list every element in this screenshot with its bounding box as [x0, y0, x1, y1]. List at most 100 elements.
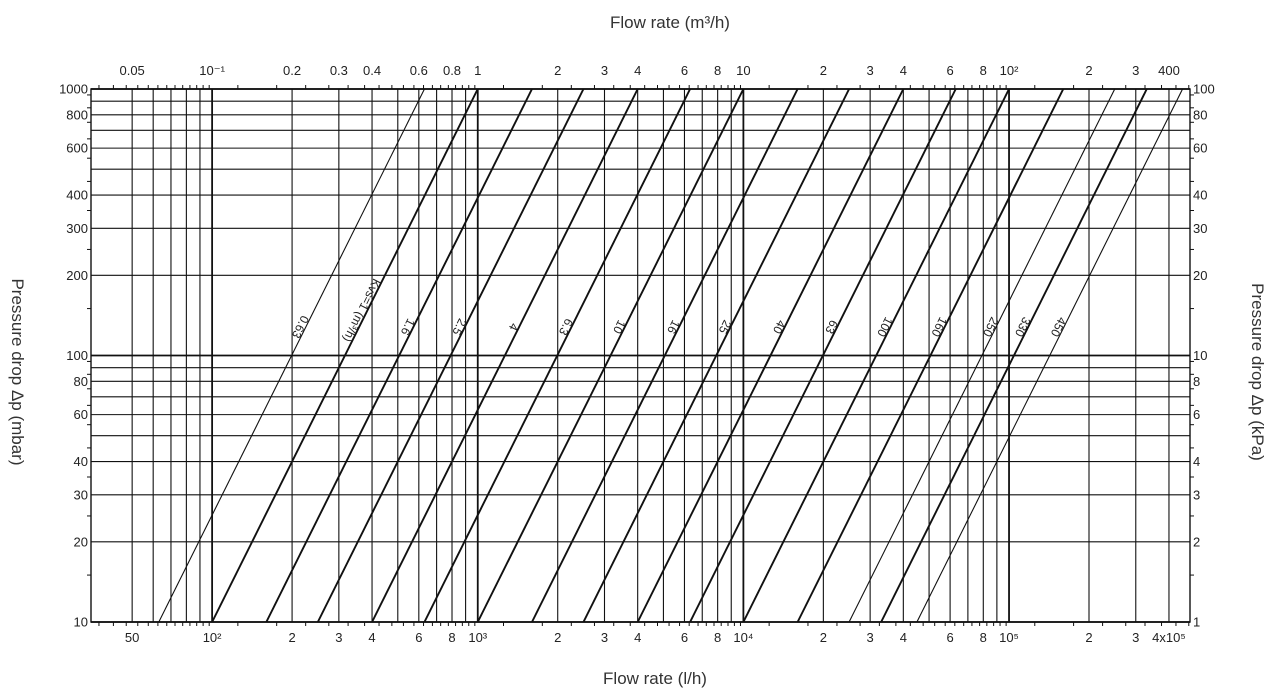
- x-bottom-tick-label: 3: [1132, 630, 1139, 645]
- x-bottom-tick-label: 10⁵: [999, 630, 1019, 645]
- x-bottom-tick-label: 6: [681, 630, 688, 645]
- x-bottom-tick-label: 8: [980, 630, 987, 645]
- series-line: [880, 89, 1148, 622]
- x-top-tick-label: 2: [820, 63, 827, 78]
- x-bottom-tick-label: 50: [125, 630, 139, 645]
- x-bottom-tick-label: 8: [714, 630, 721, 645]
- series-line: [423, 89, 691, 622]
- y-right-tick-label: 40: [1193, 188, 1207, 203]
- series-line: [689, 89, 957, 622]
- x-top-tick-label: 8: [980, 63, 987, 78]
- x-bottom-tick-label: 3: [601, 630, 608, 645]
- x-top-tick-label: 2: [554, 63, 561, 78]
- y-right-tick-label: 1: [1193, 615, 1200, 630]
- x-top-tick-label: 0.3: [330, 63, 348, 78]
- x-top-tick-label: 6: [681, 63, 688, 78]
- series-line: [916, 89, 1184, 622]
- x-bottom-tick-label: 10³: [468, 630, 487, 645]
- y-right-tick-label: 4: [1193, 454, 1200, 469]
- x-top-tick-label: 0.05: [119, 63, 144, 78]
- x-top-tick-label: 0.4: [363, 63, 381, 78]
- y-left-tick-label: 800: [66, 107, 88, 122]
- x-bottom-tick-label: 10⁴: [733, 630, 753, 645]
- tick-labels: 50 10² 2 3 4 6 8 10³ 2 3 4 6 8 10⁴ 2 3 4 6 8 10⁵ 2 3 4x10⁵ 0.05…: [59, 63, 1215, 645]
- y-right-tick-label: 8: [1193, 374, 1200, 389]
- y-right-tick-label: 6: [1193, 407, 1200, 422]
- x-bottom-tick-label: 2: [288, 630, 295, 645]
- x-bottom-tick-label: 2: [820, 630, 827, 645]
- series-label: 6.3: [556, 316, 576, 337]
- x-top-tick-label: 6: [946, 63, 953, 78]
- series-line: [742, 89, 1010, 622]
- grid: [87, 85, 1194, 626]
- x-top-tick-label: 10²: [1000, 63, 1019, 78]
- x-top-tick-label: 10⁻¹: [199, 63, 225, 78]
- x-top-tick-label: 8: [714, 63, 721, 78]
- series-label: 1.6: [398, 316, 418, 337]
- series-line: [582, 89, 850, 622]
- y-right-tick-label: 80: [1193, 107, 1207, 122]
- series-line: [265, 89, 533, 622]
- y-left-tick-label: 400: [66, 188, 88, 203]
- series-line: [636, 89, 905, 622]
- x-bottom-tick-label: 2: [1085, 630, 1092, 645]
- y-right-tick-label: 60: [1193, 141, 1207, 156]
- x-bottom-tick-label: 6: [946, 630, 953, 645]
- y-right-tick-label: 30: [1193, 221, 1207, 236]
- series-label: 330: [1012, 315, 1034, 339]
- x-bottom-tick-label: 3: [335, 630, 342, 645]
- series-line: [476, 89, 745, 622]
- series-label: 160: [928, 315, 950, 339]
- y-right-tick-label: 2: [1193, 534, 1200, 549]
- y-left-tick-label: 80: [74, 374, 88, 389]
- y-left-tick-label: 60: [74, 407, 88, 422]
- x-bottom-tick-label: 10²: [203, 630, 222, 645]
- y-right-tick-label: 20: [1193, 268, 1207, 283]
- x-bottom-tick-label: 2: [554, 630, 561, 645]
- series-label: 63: [822, 318, 841, 336]
- x-top-tick-label: 0.8: [443, 63, 461, 78]
- x-bottom-tick-label: 3: [867, 630, 874, 645]
- y-right-tick-label: 10: [1193, 348, 1207, 363]
- y-left-tick-label: 300: [66, 221, 88, 236]
- x-top-tick-label: 10: [736, 63, 750, 78]
- series-line: [531, 89, 799, 622]
- series-lines: [158, 89, 1184, 622]
- x-bottom-tick-label: 4: [368, 630, 375, 645]
- series-label: 16: [664, 318, 683, 336]
- x-top-tick-label: 1: [474, 63, 481, 78]
- y-right-axis-title: Pressure drop Δp (kPa): [1248, 283, 1267, 461]
- x-top-tick-label: 3: [601, 63, 608, 78]
- series-line: [158, 89, 425, 622]
- series-label: 10: [610, 318, 629, 336]
- series-line: [796, 89, 1065, 622]
- y-right-tick-label: 3: [1193, 487, 1200, 502]
- x-top-tick-label: 2: [1085, 63, 1092, 78]
- x-top-tick-label: 0.2: [283, 63, 301, 78]
- y-left-tick-label: 10: [74, 615, 88, 630]
- x-bottom-tick-label: 8: [448, 630, 455, 645]
- x-top-tick-label: 4: [900, 63, 907, 78]
- x-bottom-tick-label: 6: [415, 630, 422, 645]
- y-left-tick-label: 20: [74, 534, 88, 549]
- series-label: 40: [770, 318, 789, 336]
- series-label: Kvs=1 (m³/h): [340, 276, 383, 344]
- series-label: 2.5: [449, 316, 469, 337]
- y-left-tick-label: 600: [66, 141, 88, 156]
- series-label: 100: [874, 315, 896, 339]
- x-bottom-tick-label: 4x10⁵: [1152, 630, 1186, 645]
- y-left-tick-label: 1000: [59, 82, 88, 97]
- x-top-tick-label: 3: [1132, 63, 1139, 78]
- series-line: [371, 89, 639, 622]
- x-top-axis-title: Flow rate (m³/h): [610, 13, 730, 32]
- y-right-tick-label: 100: [1193, 82, 1215, 97]
- series-line: [848, 89, 1116, 622]
- x-top-tick-label: 0.6: [410, 63, 428, 78]
- plot-frame: [90, 88, 1191, 623]
- y-left-tick-label: 40: [74, 454, 88, 469]
- x-top-tick-label: 4: [634, 63, 641, 78]
- x-top-tick-label: 3: [867, 63, 874, 78]
- series-label: 4: [506, 321, 522, 334]
- series-label: 25: [716, 318, 735, 336]
